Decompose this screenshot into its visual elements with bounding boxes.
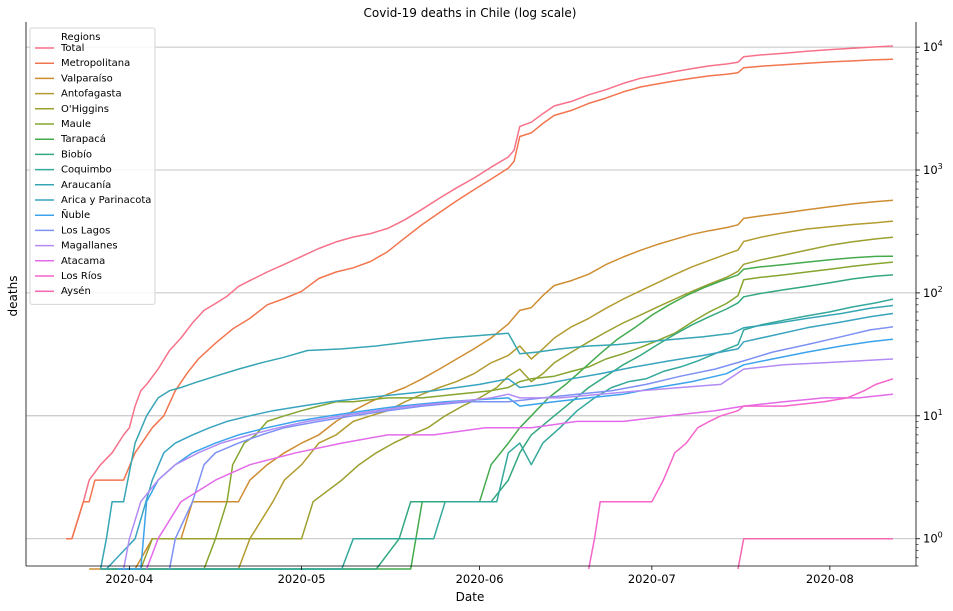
series-line-arica-y-parinacota <box>105 312 894 570</box>
y-axis-label: deaths <box>6 276 20 317</box>
x-tick-label: 2020-06 <box>456 572 504 586</box>
series-line-valpara-so <box>89 199 894 570</box>
legend-entry: Araucanía <box>61 179 111 191</box>
chart-title: Covid-19 deaths in Chile (log scale) <box>364 6 577 20</box>
legend-entry: Antofagasta <box>61 89 122 100</box>
series-line--uble <box>117 338 894 570</box>
x-tick-label: 2020-08 <box>806 572 854 586</box>
series-line-los-lagos <box>168 326 894 570</box>
series-line-antofagasta <box>106 220 894 570</box>
legend-entry: Maule <box>61 119 91 130</box>
series-line-o-higgins <box>112 236 894 570</box>
legend-entry: Biobío <box>61 148 92 160</box>
series-line-atacama <box>145 393 894 570</box>
x-axis-label: Date <box>456 590 485 604</box>
legend-entry: Aysén <box>61 285 91 297</box>
legend-entry: Valparaíso <box>61 72 113 84</box>
series-lines <box>66 45 894 570</box>
legend-entry: Magallanes <box>61 241 118 252</box>
legend-title: Regions <box>61 32 100 43</box>
x-tick-label: 2020-07 <box>628 572 676 586</box>
x-tick-label: 2020-04 <box>105 572 153 586</box>
legend-entry: Tarapacá <box>60 133 106 145</box>
legend-entry: Metropolitana <box>61 58 130 69</box>
legend-entry: Los Ríos <box>61 270 102 282</box>
legend-entry: Los Lagos <box>61 225 110 236</box>
series-line-coquimbo <box>100 298 894 570</box>
legend-entry: Total <box>60 43 84 54</box>
legend-entry: O'Higgins <box>61 104 109 115</box>
y-tick-label: 104 <box>923 39 943 54</box>
y-tick-label: 100 <box>923 531 943 546</box>
x-tick-label: 2020-05 <box>278 572 326 586</box>
series-line-total <box>66 45 894 540</box>
y-tick-label: 103 <box>923 162 943 177</box>
series-line-metropolitana <box>66 58 894 540</box>
legend-entry: Ñuble <box>61 208 90 221</box>
series-line-magallanes <box>122 358 894 570</box>
series-line-tarapac- <box>175 255 894 570</box>
legend-box <box>29 27 156 305</box>
legend-entry: Atacama <box>61 256 105 267</box>
series-line-los-r-os <box>587 378 894 570</box>
series-line-ays-n <box>737 537 893 570</box>
grid-lines <box>26 46 916 540</box>
series-line-araucan-a <box>99 304 894 570</box>
y-tick-label: 102 <box>923 285 943 300</box>
legend-entry: Arica y Parinacota <box>61 195 151 206</box>
y-tick-label: 101 <box>923 408 943 423</box>
series-line-maule <box>112 261 894 570</box>
axes: 100 101 102 103 104 2020-04 2020-05 2020-06 2020… <box>25 22 943 586</box>
legend-entry: Coquimbo <box>61 165 112 176</box>
